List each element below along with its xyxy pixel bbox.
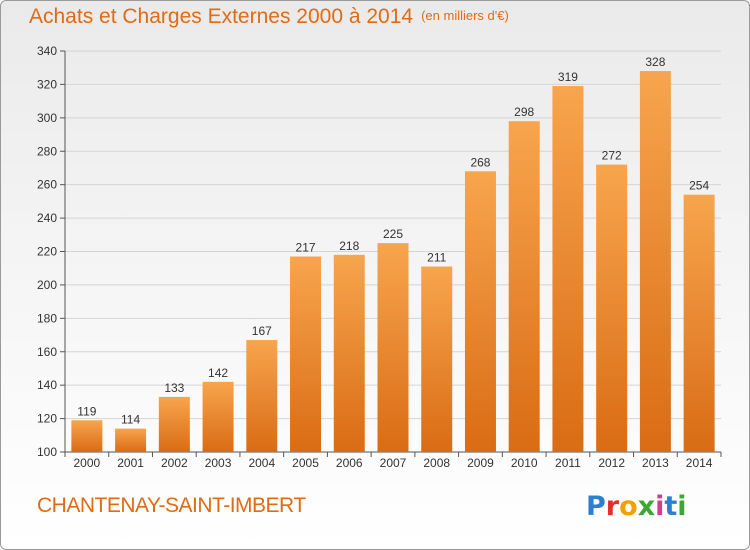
logo-letter: P: [586, 491, 606, 522]
bar-2004: [246, 340, 278, 452]
y-tick-label: 340: [37, 44, 57, 58]
logo-letter: x: [637, 491, 656, 522]
bar-2006: [333, 254, 365, 452]
proxiti-logo: Proxiti: [586, 491, 687, 522]
x-tick-label: 2004: [248, 456, 275, 470]
y-tick-label: 300: [37, 111, 57, 125]
bar-2014: [683, 194, 715, 453]
bar-2012: [596, 164, 628, 452]
x-tick-label: 2014: [686, 456, 713, 470]
bar-2008: [421, 266, 453, 452]
data-label-2007: 225: [383, 227, 403, 241]
y-tick-label: 200: [37, 278, 57, 292]
data-label-2014: 254: [689, 179, 709, 193]
y-tick-label: 240: [37, 211, 57, 225]
x-tick-label: 2012: [598, 456, 625, 470]
bar-2000: [71, 420, 103, 452]
x-tick-label: 2013: [642, 456, 669, 470]
data-label-2001: 114: [121, 413, 140, 427]
logo-letter: o: [619, 491, 638, 522]
bar-2010: [508, 121, 540, 453]
bar-2011: [552, 86, 584, 453]
x-tick-label: 2003: [205, 456, 232, 470]
data-label-2002: 133: [164, 381, 184, 395]
title-text: Achats et Charges Externes 2000 à 2014: [29, 5, 414, 28]
x-tick-label: 2002: [161, 456, 188, 470]
x-tick-label: 2011: [555, 456, 581, 470]
y-tick-label: 220: [37, 245, 57, 259]
city-name: CHANTENAY-SAINT-IMBERT: [37, 494, 306, 517]
x-tick-label: 2008: [423, 456, 450, 470]
x-tick-label: 2001: [117, 456, 144, 470]
x-tick-label: 2000: [74, 456, 101, 470]
data-label-2006: 218: [339, 239, 359, 253]
logo-letter: r: [605, 491, 620, 522]
logo-letter: i: [655, 491, 665, 522]
bar-2005: [290, 256, 322, 452]
unit-label: (en milliers d'€): [421, 8, 509, 23]
x-tick-label: 2006: [336, 456, 363, 470]
y-tick-label: 280: [37, 144, 57, 158]
data-label-2005: 217: [296, 241, 316, 255]
logo-letter: t: [664, 491, 678, 522]
data-label-2012: 272: [602, 149, 622, 163]
data-label-2004: 167: [252, 324, 272, 338]
y-tick-label: 140: [37, 378, 57, 392]
chart-title: Achats et Charges Externes 2000 à 2014 (e…: [29, 5, 509, 29]
bar-2002: [158, 396, 190, 452]
bar-2003: [202, 381, 234, 452]
data-label-2008: 211: [427, 251, 446, 265]
x-tick-label: 2005: [292, 456, 319, 470]
data-label-2009: 268: [470, 155, 490, 169]
x-tick-label: 2010: [511, 456, 538, 470]
y-tick-label: 160: [37, 345, 57, 359]
data-label-2000: 119: [77, 404, 96, 418]
data-label-2011: 319: [558, 70, 578, 84]
logo-letter: i: [677, 491, 687, 522]
label-layer: 100 120 140 160 180 200 220 240 260 280 300 320 340 1…: [37, 44, 713, 470]
x-tick-label: 2009: [467, 456, 494, 470]
y-tick-label: 320: [37, 77, 57, 91]
bar-2009: [464, 171, 496, 453]
bar-layer: [71, 71, 715, 453]
bar-2001: [115, 428, 147, 452]
data-label-2003: 142: [208, 366, 228, 380]
data-label-2010: 298: [514, 105, 534, 119]
y-tick-label: 260: [37, 178, 57, 192]
y-tick-label: 100: [37, 445, 57, 459]
y-tick-label: 180: [37, 311, 57, 325]
bar-2007: [377, 243, 409, 452]
y-tick-label: 120: [37, 412, 57, 426]
bar-2013: [639, 71, 671, 453]
data-label-2013: 328: [645, 55, 665, 69]
x-tick-label: 2007: [380, 456, 407, 470]
